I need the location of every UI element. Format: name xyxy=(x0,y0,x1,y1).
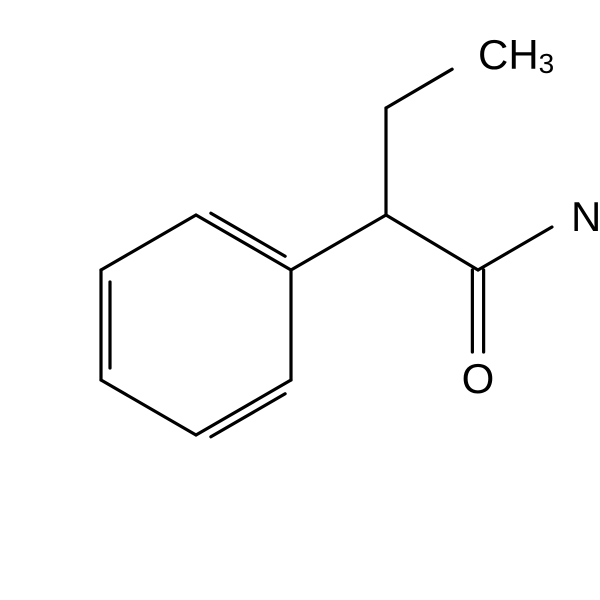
molecule-diagram: CH3 O NH2 xyxy=(0,0,600,600)
atom-label: O xyxy=(462,355,495,402)
atom-label: CH3 xyxy=(478,31,554,79)
atom-label: NH2 xyxy=(571,193,600,241)
